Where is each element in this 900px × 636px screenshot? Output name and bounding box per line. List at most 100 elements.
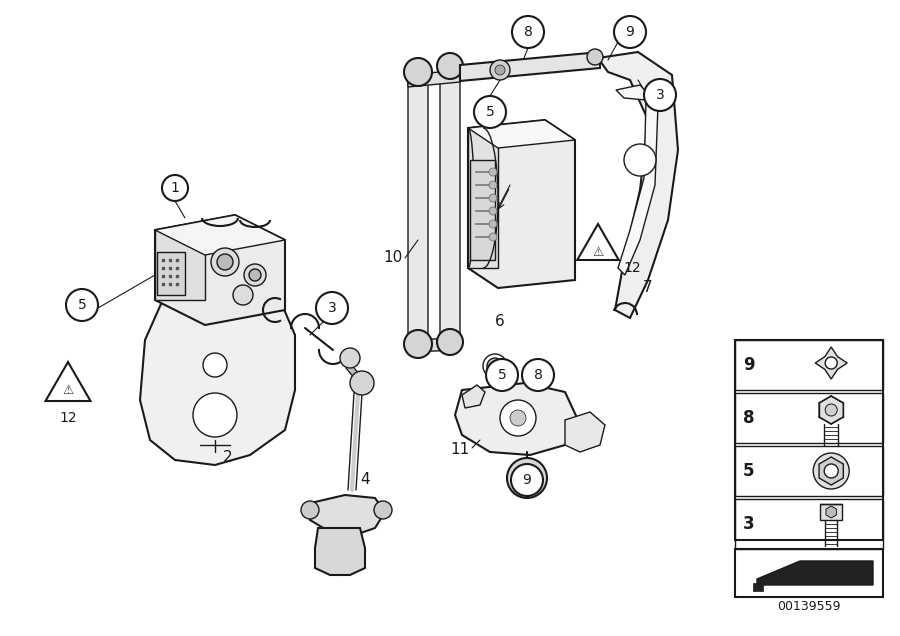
Text: 8: 8 [524, 25, 533, 39]
Text: 2: 2 [223, 450, 233, 466]
Text: 3: 3 [655, 88, 664, 102]
Polygon shape [565, 412, 605, 452]
Text: 5: 5 [743, 462, 755, 480]
Text: 5: 5 [498, 368, 507, 382]
Circle shape [487, 358, 503, 374]
Circle shape [489, 194, 497, 202]
Polygon shape [468, 128, 498, 268]
Circle shape [301, 501, 319, 519]
Circle shape [489, 233, 497, 241]
Circle shape [511, 464, 543, 496]
Circle shape [512, 16, 544, 48]
Text: 3: 3 [743, 515, 755, 533]
Circle shape [437, 329, 463, 355]
Circle shape [437, 53, 463, 79]
Polygon shape [462, 385, 485, 408]
Circle shape [474, 96, 506, 128]
Polygon shape [468, 120, 575, 288]
Text: 7: 7 [644, 280, 652, 296]
Bar [735, 393, 883, 443]
Text: 5: 5 [486, 105, 494, 119]
Text: 10: 10 [383, 251, 402, 265]
Text: 6: 6 [495, 314, 505, 329]
Text: 12: 12 [59, 411, 76, 425]
Circle shape [233, 285, 253, 305]
Text: 4: 4 [360, 473, 370, 488]
Circle shape [340, 348, 360, 368]
Polygon shape [408, 338, 460, 352]
Polygon shape [155, 230, 205, 300]
Polygon shape [315, 528, 365, 575]
Polygon shape [46, 362, 91, 401]
Text: 9: 9 [743, 356, 755, 374]
Polygon shape [819, 457, 843, 485]
Circle shape [489, 181, 497, 189]
Bar [735, 340, 883, 390]
Bar [753, 583, 763, 591]
Polygon shape [470, 160, 495, 260]
Polygon shape [155, 215, 285, 325]
Circle shape [522, 359, 554, 391]
Text: 9: 9 [523, 473, 531, 487]
Polygon shape [468, 120, 575, 148]
Polygon shape [616, 85, 658, 275]
Text: 11: 11 [450, 443, 470, 457]
Circle shape [495, 65, 505, 75]
Circle shape [489, 207, 497, 215]
Polygon shape [598, 52, 678, 318]
Polygon shape [155, 215, 285, 255]
Circle shape [350, 371, 374, 395]
Circle shape [66, 289, 98, 321]
Circle shape [404, 58, 432, 86]
Text: 12: 12 [623, 261, 641, 275]
Text: 3: 3 [328, 301, 337, 315]
Polygon shape [408, 68, 428, 348]
Bar [735, 446, 883, 496]
Circle shape [510, 410, 526, 426]
Polygon shape [826, 506, 836, 518]
Circle shape [814, 453, 850, 489]
Polygon shape [140, 285, 295, 465]
Polygon shape [815, 347, 847, 379]
Circle shape [489, 220, 497, 228]
Circle shape [624, 144, 656, 176]
Circle shape [374, 501, 392, 519]
Text: 9: 9 [626, 25, 634, 39]
Circle shape [500, 400, 536, 436]
Polygon shape [440, 63, 460, 346]
Circle shape [490, 60, 510, 80]
Circle shape [249, 269, 261, 281]
Circle shape [316, 292, 348, 324]
Polygon shape [577, 224, 619, 260]
Circle shape [404, 330, 432, 358]
Circle shape [489, 168, 497, 176]
Text: ⚠: ⚠ [592, 245, 604, 258]
Text: 5: 5 [77, 298, 86, 312]
Polygon shape [757, 561, 873, 585]
Polygon shape [460, 52, 600, 81]
Circle shape [217, 254, 233, 270]
Circle shape [244, 264, 266, 286]
Text: ⚠: ⚠ [62, 384, 74, 396]
Polygon shape [157, 252, 185, 295]
Text: 00139559: 00139559 [778, 600, 841, 614]
Circle shape [587, 49, 603, 65]
Text: 8: 8 [743, 409, 755, 427]
Bar [735, 340, 883, 540]
Polygon shape [310, 495, 385, 535]
Circle shape [193, 393, 237, 437]
Circle shape [162, 175, 188, 201]
Circle shape [486, 359, 518, 391]
Circle shape [614, 16, 646, 48]
Text: 1: 1 [171, 181, 179, 195]
Polygon shape [819, 396, 843, 424]
Circle shape [507, 458, 547, 498]
Circle shape [644, 79, 676, 111]
Circle shape [211, 248, 239, 276]
Bar [735, 499, 883, 549]
Text: 8: 8 [534, 368, 543, 382]
Polygon shape [408, 70, 460, 87]
Bar [820, 504, 842, 520]
Circle shape [824, 464, 838, 478]
Circle shape [825, 357, 837, 369]
